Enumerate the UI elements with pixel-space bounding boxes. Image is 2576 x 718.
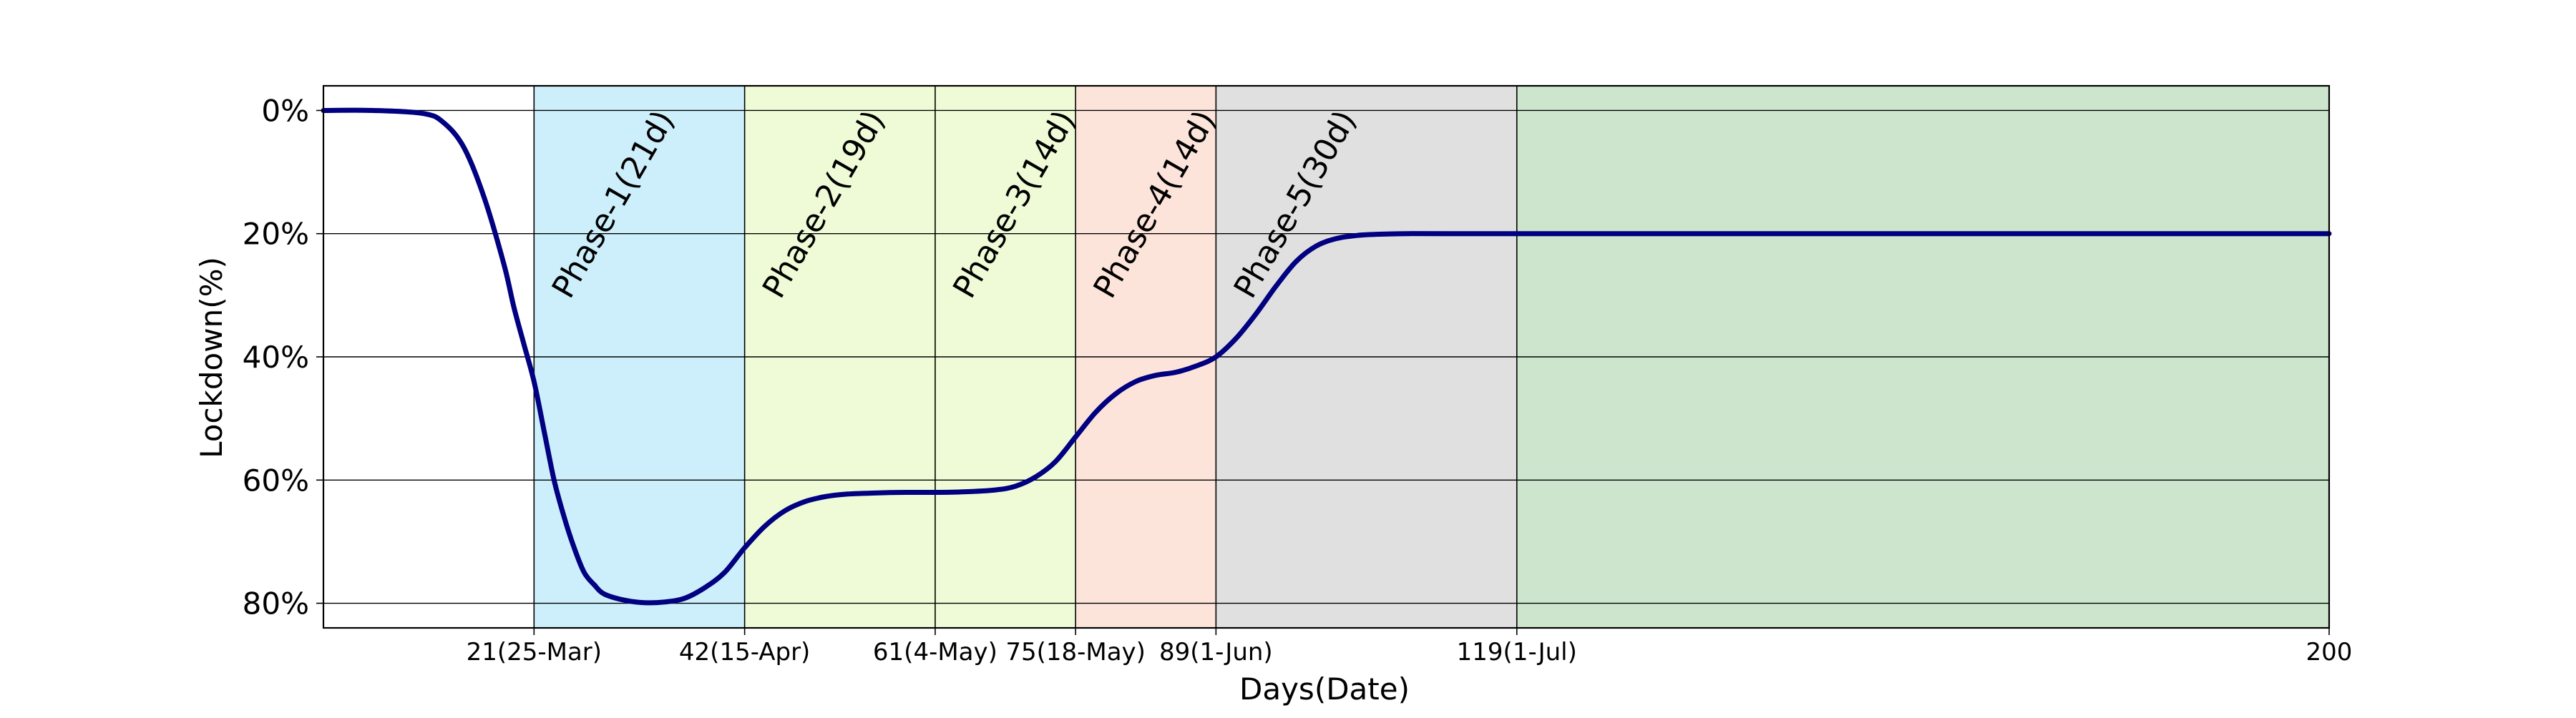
- x-axis-label: Days(Date): [1239, 672, 1410, 707]
- x-tick-label-7: 200: [2306, 638, 2353, 667]
- x-tick-label-5: 89(1-Jun): [1159, 638, 1273, 667]
- y-tick-label-4: 60%: [243, 463, 309, 498]
- x-tick-label-1: 21(25-Mar): [467, 638, 602, 667]
- y-tick-label-5: 80%: [243, 586, 309, 621]
- y-tick-label-1: 0%: [261, 93, 309, 128]
- x-tick-label-4: 75(18-May): [1005, 638, 1146, 667]
- y-axis-label: Lockdown(%): [194, 257, 229, 458]
- y-tick-label-3: 40%: [243, 340, 309, 375]
- y-tick-label-2: 20%: [243, 217, 309, 252]
- series-lines: [321, 107, 2332, 606]
- ticks: 21(25-Mar) 42(15-Apr) 61(4-May) 75(18-May) 8…: [243, 93, 2353, 667]
- series-line-1: [321, 107, 2332, 606]
- x-tick-label-2: 42(15-Apr): [679, 638, 810, 667]
- x-tick-label-3: 61(4-May): [873, 638, 997, 667]
- y-gridlines: [323, 109, 2329, 604]
- x-tick-label-6: 119(1-Jul): [1457, 638, 1577, 667]
